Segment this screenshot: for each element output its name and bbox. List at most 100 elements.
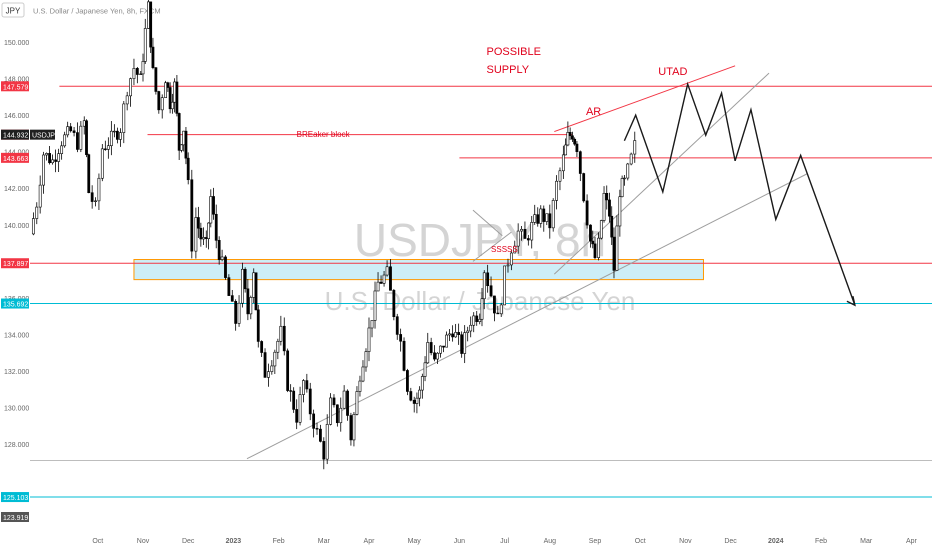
candle-body <box>135 68 139 75</box>
candle-body <box>186 157 190 181</box>
bottom-tag <box>1 512 29 522</box>
candle-body <box>35 206 39 219</box>
candle-body <box>523 228 527 239</box>
annotation-2: UTAD <box>658 66 687 78</box>
x-tick-label: Mar <box>318 538 331 545</box>
candle-body <box>66 126 70 136</box>
candle-body <box>551 200 555 229</box>
candle-body <box>325 424 329 460</box>
symbol-chip[interactable] <box>1 2 25 18</box>
candle-body <box>175 81 179 114</box>
x-tick-label: Feb <box>273 538 285 545</box>
candle-body <box>499 304 503 315</box>
x-tick-label: Apr <box>906 538 918 545</box>
candle-body <box>190 179 194 252</box>
x-tick-label: Mar <box>860 538 873 545</box>
candle-body <box>154 67 158 92</box>
candle-body <box>246 288 250 315</box>
candle-body <box>602 192 606 221</box>
candle-body <box>599 220 603 239</box>
candle-body <box>115 130 119 140</box>
candle-body <box>252 272 256 298</box>
candle-body <box>51 159 55 164</box>
candle-body <box>406 370 409 392</box>
annotation-1: SUPPLY <box>487 64 530 76</box>
y-axis: 128.000130.000132.000134.000136.000138.0… <box>1 40 60 522</box>
symbol-tag <box>30 129 55 140</box>
candle-body <box>329 397 332 425</box>
candle-body <box>561 154 565 172</box>
candle-body <box>270 365 274 372</box>
candle-body <box>256 309 260 342</box>
candle-body <box>629 153 633 165</box>
x-tick-label: Nov <box>679 538 692 545</box>
candle-body <box>364 351 368 368</box>
candle-body <box>385 266 389 276</box>
candle-body <box>513 245 517 254</box>
y-tick-label: 134.000 <box>4 332 29 339</box>
candle-body <box>322 441 326 460</box>
trendline-3 <box>472 231 512 262</box>
y-tick-label: 150.000 <box>4 40 29 47</box>
candle-body <box>460 334 464 354</box>
y-tick-label: 140.000 <box>4 223 29 230</box>
projection-layer <box>623 81 856 307</box>
x-tick-label: May <box>408 538 422 545</box>
candle-body <box>373 290 377 321</box>
x-tick-label: Nov <box>137 538 150 545</box>
candle-body <box>409 391 413 401</box>
candle-body <box>209 196 213 224</box>
candle-body <box>339 407 343 424</box>
candle-body <box>149 1 153 48</box>
candle-body <box>618 196 622 227</box>
symbol-chip-label: JPY <box>6 7 21 16</box>
candle-body <box>54 159 58 162</box>
candle-body <box>282 325 286 352</box>
candle-body <box>194 217 198 252</box>
candle-body <box>539 208 543 224</box>
candle-body <box>249 297 253 315</box>
x-tick-label: Jul <box>500 538 509 545</box>
candle-body <box>260 341 264 353</box>
candle-body <box>548 213 552 229</box>
candle-body <box>45 153 48 156</box>
candle-body <box>106 145 110 150</box>
candle-body <box>319 428 322 442</box>
candle-body <box>72 130 76 133</box>
annotation-5: SSSSS <box>491 245 518 254</box>
candle-body <box>622 177 626 180</box>
candle-body <box>591 240 595 245</box>
candle-body <box>358 380 362 392</box>
x-tick-label: Feb <box>815 538 827 545</box>
x-axis: Oct Nov Dec 2023 Feb Mar Apr May Jun Jul Aug Sep Oct… <box>92 538 917 545</box>
candle-body <box>536 214 540 224</box>
candle-body <box>392 290 396 318</box>
candle-body <box>112 130 116 133</box>
candle-body <box>212 196 215 215</box>
candle-body <box>60 145 64 154</box>
candle-body <box>217 240 221 260</box>
candle-body <box>279 325 283 342</box>
candle-body <box>349 415 353 441</box>
candle-body <box>160 97 164 111</box>
candle-body <box>448 333 452 336</box>
candle-body <box>166 82 170 88</box>
candle-body <box>489 285 493 297</box>
candle-body <box>451 333 455 338</box>
candle-body <box>612 236 616 271</box>
candle-body <box>542 208 546 222</box>
candle-body <box>31 218 35 235</box>
candle-body <box>626 163 630 179</box>
candle-body <box>305 380 309 390</box>
current-price-label: 144.932 <box>3 133 28 140</box>
current-price-tag <box>1 129 29 140</box>
candle-body <box>367 327 371 352</box>
candle-body <box>79 125 83 150</box>
candle-body <box>196 217 200 229</box>
candle-body <box>164 82 168 98</box>
candle-body <box>63 134 67 147</box>
candle-body <box>139 73 143 75</box>
candle-body <box>298 394 302 423</box>
candle-body <box>568 132 572 137</box>
